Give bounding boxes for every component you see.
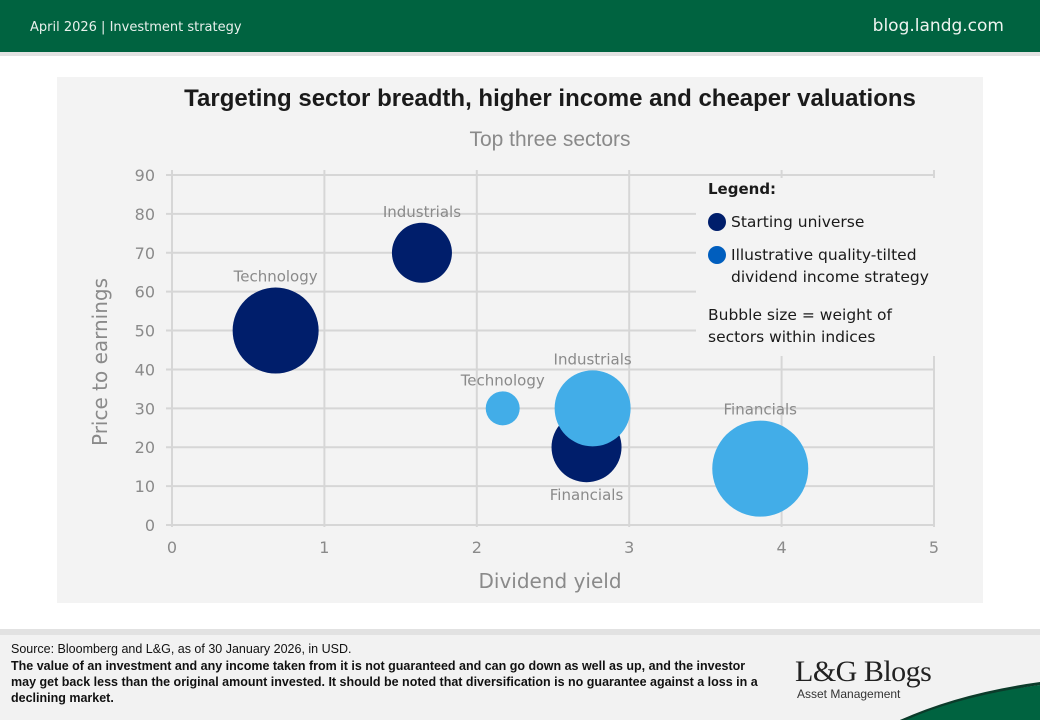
header-date-category: April 2026 | Investment strategy — [30, 20, 242, 35]
header-divider — [0, 52, 1040, 56]
x-tick-label: 5 — [929, 538, 939, 557]
bubbles — [232, 222, 809, 517]
bubble-starting-technology — [232, 287, 319, 374]
footer-divider — [0, 629, 1040, 635]
y-tick-label: 70 — [135, 244, 155, 263]
bubble-label: Financials — [724, 401, 798, 419]
y-axis-label: Price to earnings — [88, 278, 112, 446]
brand-swoosh-icon — [900, 682, 1040, 720]
legend-item-starting-universe: Starting universe — [708, 211, 864, 233]
y-tick-label: 10 — [135, 477, 155, 496]
legend: Legend: Starting universe Illustrative q… — [696, 178, 966, 356]
x-tick-label: 0 — [167, 538, 177, 557]
bubble-label: Financials — [550, 486, 624, 504]
blog-url[interactable]: blog.landg.com — [872, 16, 1004, 36]
bubble-starting-industrials — [391, 222, 452, 283]
bubble-label: Technology — [460, 371, 545, 389]
source-note: Source: Bloomberg and L&G, as of 30 Janu… — [11, 642, 352, 656]
x-axis-label: Dividend yield — [478, 569, 621, 593]
chart-title: Targeting sector breadth, higher income … — [184, 85, 916, 112]
y-tick-label: 60 — [135, 283, 155, 302]
bubble-size-note: Bubble size = weight of sectors within i… — [708, 306, 892, 346]
y-tick-label: 30 — [135, 399, 155, 418]
x-tick-label: 3 — [624, 538, 634, 557]
dividend-strategy-dot-icon — [708, 246, 726, 264]
bubble-label: Industrials — [383, 203, 461, 221]
bubble-label: Technology — [233, 268, 318, 286]
bubble-strategy-industrials — [554, 370, 631, 447]
bubble-strategy-technology — [485, 391, 520, 426]
legend-title: Legend: — [708, 180, 777, 198]
x-tick-label: 4 — [777, 538, 787, 557]
x-tick-label: 1 — [319, 538, 329, 557]
y-tick-label: 90 — [135, 166, 155, 185]
bubble-label: Industrials — [554, 350, 632, 368]
y-tick-label: 50 — [135, 322, 155, 341]
bubble-labels: Technology Industrials Financials Technolog… — [233, 203, 798, 504]
footer: Source: Bloomberg and L&G, as of 30 Janu… — [0, 635, 1040, 720]
chart-subtitle: Top three sectors — [469, 128, 630, 151]
y-tick-label: 80 — [135, 205, 155, 224]
y-axis-ticks: 0 10 20 30 40 50 60 70 80 90 — [135, 166, 155, 535]
bubble-chart: Targeting sector breadth, higher income … — [88, 85, 939, 593]
legend-label: Illustrative quality-tilted dividend inc… — [731, 246, 929, 286]
starting-universe-dot-icon — [708, 213, 726, 231]
legend-item-dividend-strategy: Illustrative quality-tilted dividend inc… — [708, 244, 958, 288]
header-bar: April 2026 | Investment strategy blog.la… — [0, 0, 1040, 52]
y-tick-label: 0 — [145, 516, 155, 535]
brand-subtitle: Asset Management — [797, 687, 901, 701]
y-tick-label: 40 — [135, 360, 155, 379]
legend-label: Starting universe — [731, 213, 865, 231]
brand-logo: L&G Blogs — [795, 655, 932, 688]
x-axis-ticks: 0 1 2 3 4 5 — [167, 538, 939, 557]
risk-disclaimer: The value of an investment and any incom… — [11, 659, 758, 705]
y-tick-label: 20 — [135, 438, 155, 457]
x-tick-label: 2 — [472, 538, 482, 557]
bubble-strategy-financials — [712, 420, 809, 517]
